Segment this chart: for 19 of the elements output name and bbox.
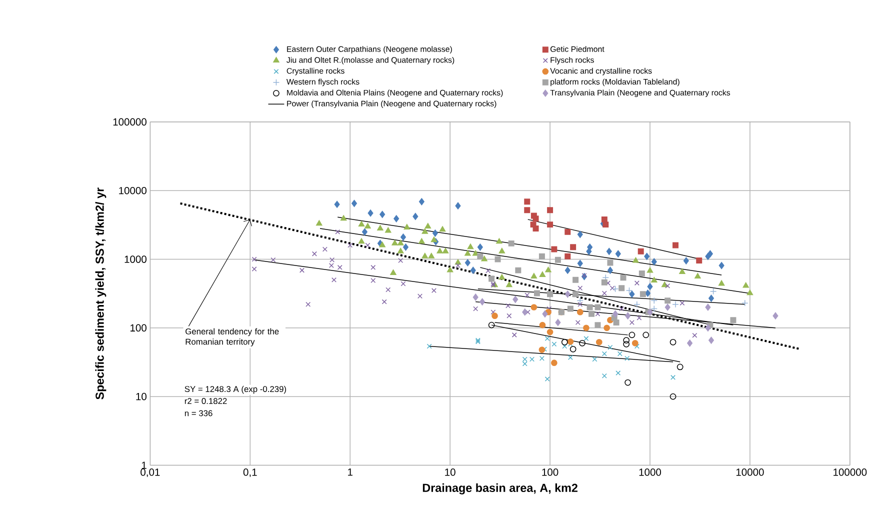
y-tick-label: 100 xyxy=(130,324,146,332)
x-tick-label: 100 xyxy=(542,468,558,476)
y-tick-label: 1000 xyxy=(124,256,146,264)
x-tick-label: 0,1 xyxy=(243,468,257,478)
annotation: General tendency for the Romanian territory xyxy=(186,328,279,347)
x-tick-label: 1 xyxy=(348,468,352,476)
annotation: SY = 1248.3 A (exp -0.239) xyxy=(184,386,286,394)
y-tick-label: 100000 xyxy=(113,118,146,126)
x-tick-label: 100000 xyxy=(834,468,867,476)
x-tick-label: 10 xyxy=(445,468,456,476)
annotation: n = 336 xyxy=(184,410,212,416)
y-tick-label: 10000 xyxy=(119,187,146,194)
x-axis-title: Drainage basin area, A, km2 xyxy=(422,484,578,495)
x-tick-label: 10000 xyxy=(736,468,764,476)
y-axis-title: Specific sediment yield, SSY, t/km2/ yr xyxy=(95,188,106,400)
x-tick-label: 0,01 xyxy=(140,468,160,478)
annotation: r2 = 0.1822 xyxy=(184,398,227,404)
x-tick-label: 1000 xyxy=(639,468,662,476)
y-tick-label: 10 xyxy=(136,393,146,400)
